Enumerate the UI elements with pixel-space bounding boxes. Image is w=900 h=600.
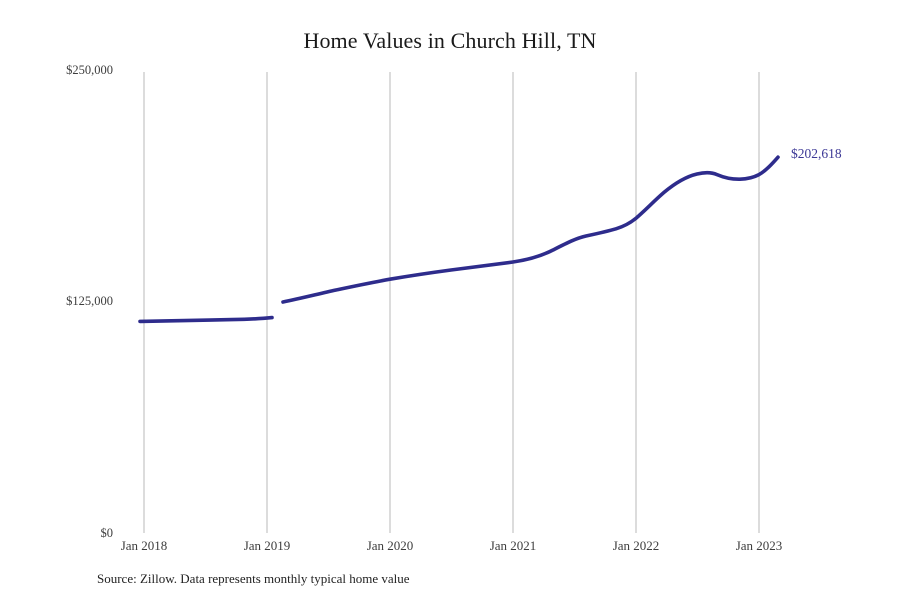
y-tick-label-0: $0 <box>100 526 114 540</box>
gridlines <box>143 72 760 533</box>
source-note: Source: Zillow. Data represents monthly … <box>97 571 410 586</box>
x-tick-label-jan-2018: Jan 2018 <box>120 538 168 553</box>
data-series-typical-home-value <box>138 155 780 324</box>
x-tick-label-jan-2021: Jan 2021 <box>489 538 537 553</box>
end-value-annotation: $202,618 <box>791 146 842 161</box>
x-tick-label-jan-2023: Jan 2023 <box>735 538 783 553</box>
y-tick-label-125000: $125,000 <box>66 294 113 308</box>
series-segment-2018 <box>138 315 274 324</box>
x-tick-label-jan-2020: Jan 2020 <box>366 538 414 553</box>
x-tick-label-jan-2019: Jan 2019 <box>243 538 291 553</box>
series-segment-2019-2023 <box>281 155 780 304</box>
page-title: Home Values in Church Hill, TN <box>303 28 597 53</box>
x-tick-label-jan-2022: Jan 2022 <box>612 538 660 553</box>
y-tick-label-250000: $250,000 <box>66 63 113 77</box>
